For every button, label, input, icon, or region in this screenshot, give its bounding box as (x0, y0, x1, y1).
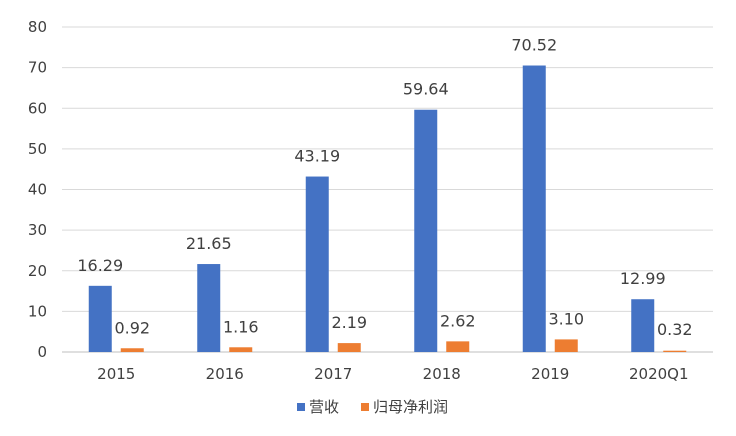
data-label-revenue-2019: 70.52 (511, 36, 557, 55)
data-label-revenue-2015: 16.29 (77, 256, 123, 275)
bar-net-profit-2017 (337, 343, 361, 352)
y-tick-label: 0 (37, 343, 47, 361)
data-label-net-profit-2015: 0.92 (114, 318, 150, 337)
bar-net-profit-2018 (446, 341, 470, 352)
bar-revenue-2017 (305, 176, 329, 352)
data-label-revenue-2020Q1: 12.99 (620, 269, 666, 288)
data-label-net-profit-2018: 2.62 (440, 311, 476, 330)
x-tick-label: 2015 (97, 365, 135, 383)
data-label-revenue-2016: 21.65 (186, 234, 232, 253)
legend-label-revenue: 营收 (309, 398, 339, 416)
data-label-net-profit-2017: 2.19 (331, 313, 367, 332)
y-tick-label: 70 (28, 59, 47, 77)
data-label-net-profit-2019: 3.10 (548, 309, 584, 328)
legend-swatch-revenue (297, 403, 305, 411)
bar-net-profit-2016 (229, 347, 253, 352)
y-tick-label: 40 (28, 181, 47, 199)
bar-revenue-2015 (88, 285, 112, 352)
data-label-net-profit-2020Q1: 0.32 (657, 320, 693, 339)
x-tick-label: 2018 (423, 365, 461, 383)
bar-revenue-2016 (197, 264, 221, 352)
bar-net-profit-2019 (554, 339, 578, 352)
y-tick-label: 10 (28, 302, 47, 320)
data-labels: 16.29 0.92 21.65 1.16 43.19 2.19 59.64 2.62 70.5… (77, 36, 692, 339)
y-tick-label: 30 (28, 221, 47, 239)
bar-net-profit-2020Q1 (663, 350, 687, 352)
bar-net-profit-2015 (120, 348, 144, 352)
bars (88, 65, 687, 353)
x-tick-label: 2019 (531, 365, 569, 383)
gridlines (62, 26, 713, 353)
y-tick-label: 80 (28, 18, 47, 36)
bar-revenue-2018 (414, 109, 438, 353)
bar-revenue-2020Q1 (631, 299, 655, 352)
x-tick-label: 2017 (314, 365, 352, 383)
legend-label-net-profit: 归母净利润 (373, 398, 448, 416)
y-tick-label: 50 (28, 140, 47, 158)
bar-revenue-2019 (522, 65, 546, 352)
y-tick-label: 20 (28, 262, 47, 280)
y-axis-ticks: 0 10 20 30 40 50 60 70 80 (28, 18, 47, 361)
x-tick-label: 2016 (206, 365, 244, 383)
legend-swatch-net-profit (361, 403, 369, 411)
data-label-revenue-2017: 43.19 (294, 147, 340, 166)
legend: 营收 归母净利润 (297, 398, 448, 416)
data-label-net-profit-2016: 1.16 (223, 317, 259, 336)
x-axis-ticks: 2015 2016 2017 2018 2019 2020Q1 (97, 365, 688, 383)
data-label-revenue-2018: 59.64 (403, 80, 449, 99)
x-tick-label: 2020Q1 (629, 365, 689, 383)
y-tick-label: 60 (28, 99, 47, 117)
